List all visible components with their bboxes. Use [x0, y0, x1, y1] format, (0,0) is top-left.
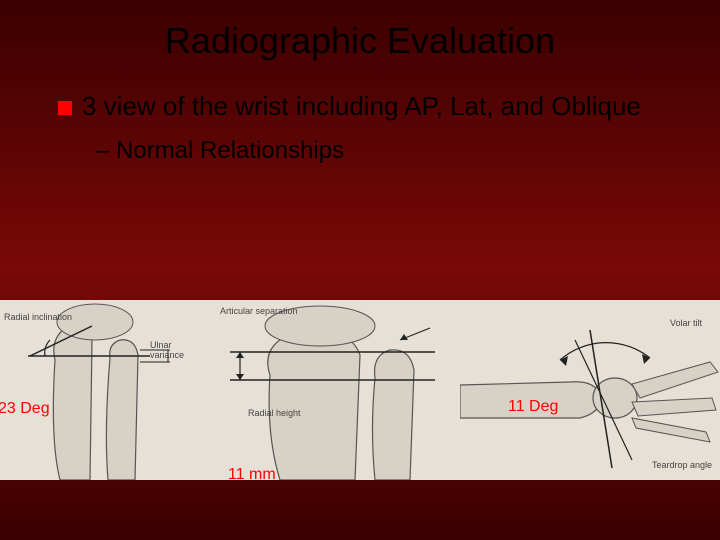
- bullet-text: 3 view of the wrist including AP, Lat, a…: [82, 90, 641, 123]
- measure-radial-height: 11 mm: [228, 466, 276, 484]
- diagram-volar-tilt: Volar tilt Teardrop angle: [460, 300, 720, 480]
- measure-radial-inclination: 23 Deg: [0, 400, 50, 418]
- diagram-strip: Radial inclination Ulnar variance Articu…: [0, 300, 720, 480]
- label-volar-tilt: Volar tilt: [670, 318, 702, 328]
- label-teardrop-angle: Teardrop angle: [652, 460, 712, 470]
- label-ulnar-variance: Ulnar variance: [150, 340, 200, 360]
- sub-bullet: – Normal Relationships: [96, 137, 720, 165]
- slide-title: Radiographic Evaluation: [0, 0, 720, 62]
- label-radial-height: Radial height: [248, 408, 301, 418]
- bullet-level-1: 3 view of the wrist including AP, Lat, a…: [58, 90, 678, 123]
- diagram-radial-height: Articular separation Radial height: [200, 300, 460, 480]
- label-articular-separation: Articular separation: [220, 306, 298, 316]
- bullet-square-icon: [58, 101, 72, 115]
- diagram-radial-inclination: Radial inclination Ulnar variance: [0, 300, 200, 480]
- label-radial-inclination: Radial inclination: [4, 312, 72, 322]
- measure-volar-tilt: 11 Deg: [508, 398, 558, 416]
